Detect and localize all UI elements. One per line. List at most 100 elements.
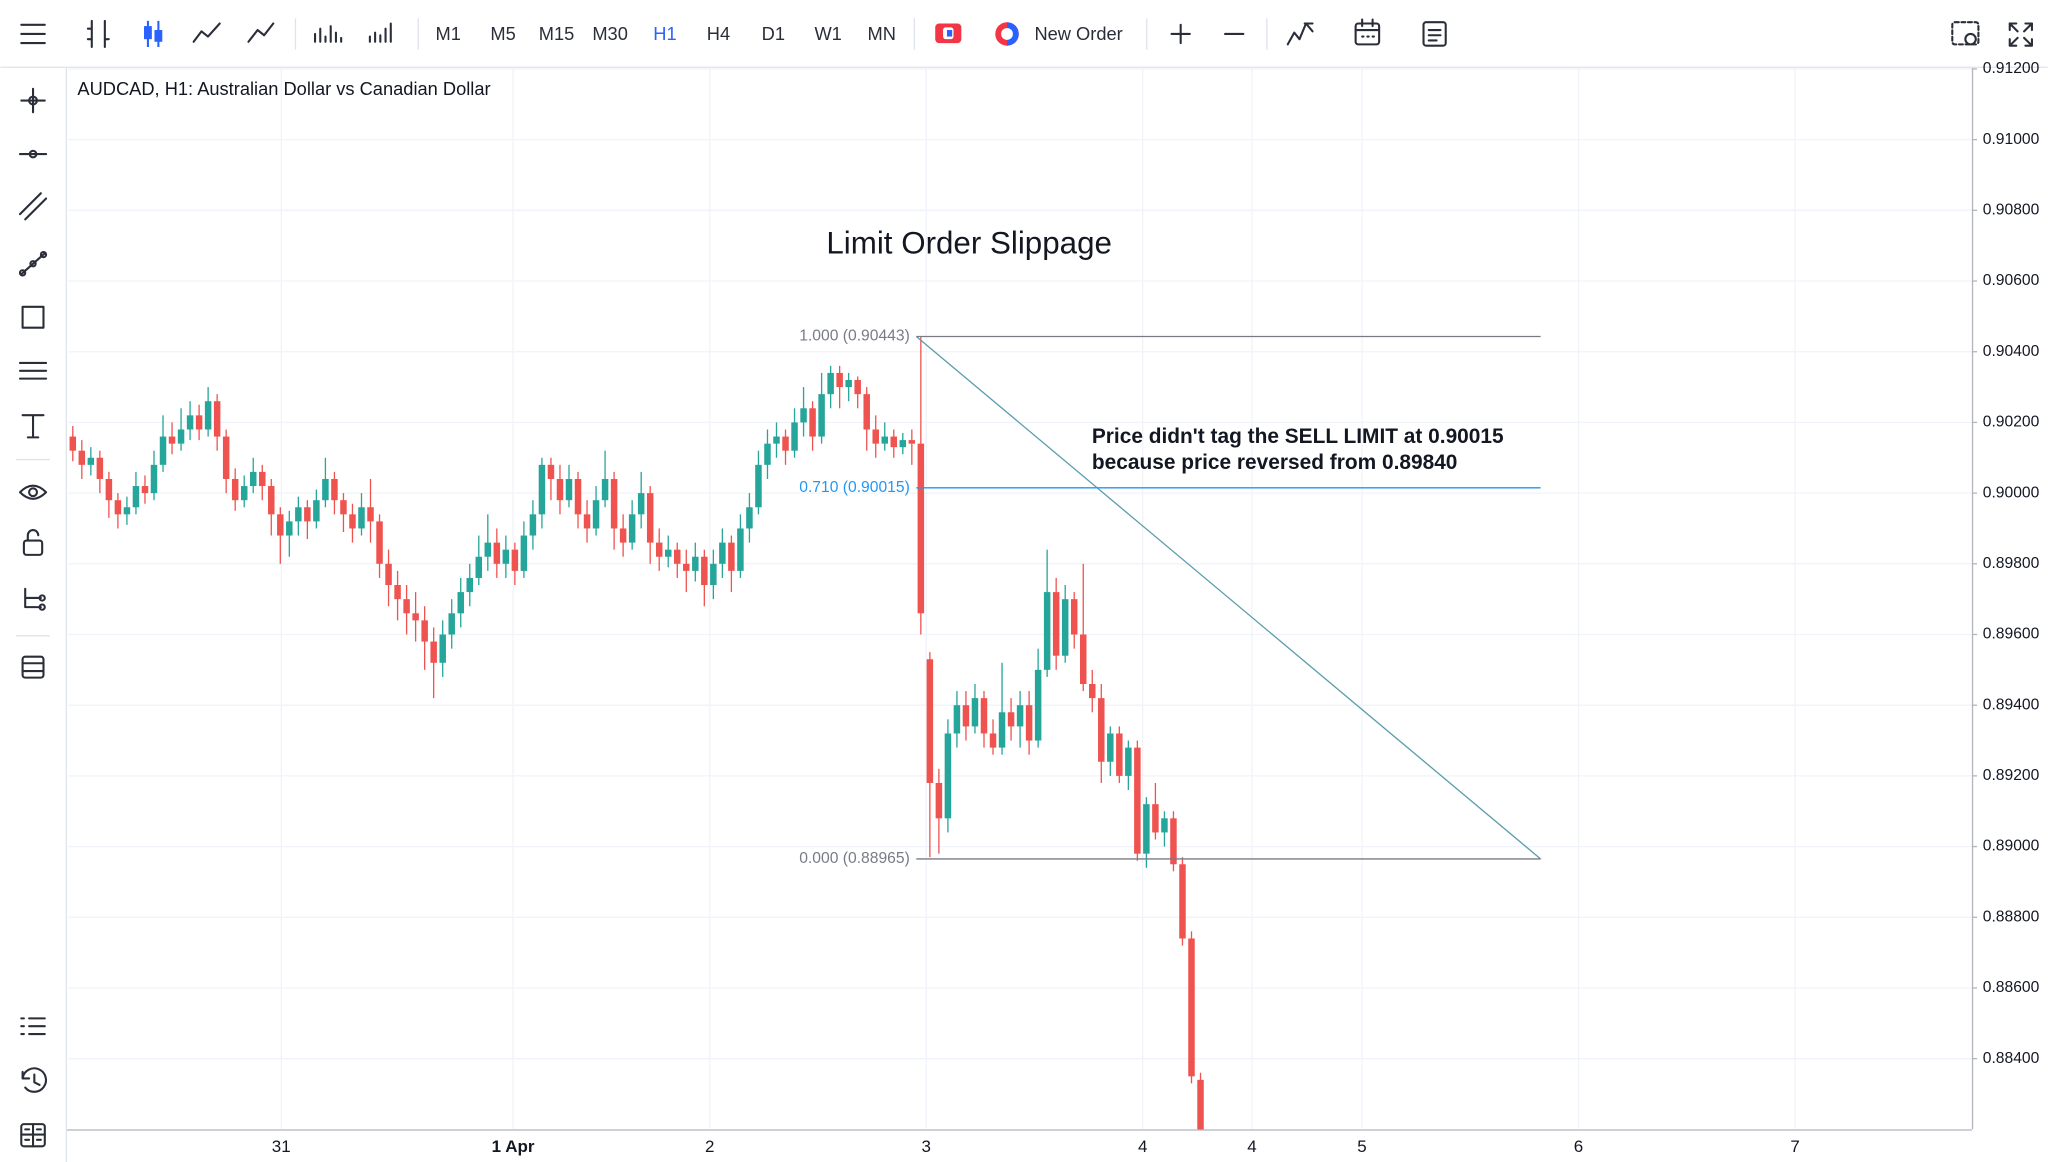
volume-button[interactable]: [314, 25, 343, 43]
layers-tool[interactable]: [21, 655, 45, 679]
candle-body: [944, 733, 952, 819]
candle-body: [917, 443, 925, 614]
x-tick-label: 4: [1138, 1137, 1147, 1156]
horizontal-line-tool[interactable]: [18, 149, 48, 159]
candle-body: [755, 464, 762, 508]
trend-line-tool[interactable]: [18, 250, 48, 277]
screenshot-button[interactable]: [1951, 21, 1980, 46]
object-tree-tool[interactable]: [24, 587, 46, 611]
y-tick-label: 0.89400: [1983, 696, 2040, 713]
fib-trend-line: [915, 336, 1542, 860]
candle-body: [331, 478, 338, 501]
timeframe-button[interactable]: M15: [539, 23, 575, 44]
shape-tool[interactable]: [21, 305, 45, 329]
timeframe-button[interactable]: H1: [653, 23, 676, 44]
trade-button[interactable]: [935, 23, 962, 44]
zoom-in-button[interactable]: [1170, 23, 1191, 45]
candle-body: [457, 592, 464, 614]
candle-body: [295, 507, 302, 522]
candle-body: [213, 401, 221, 437]
timeframe-group: M1 M5 M15 M30 H1 H4 D1 W1 MN: [436, 23, 896, 44]
candle-body: [502, 549, 510, 564]
candle-body: [249, 471, 257, 487]
candle-body: [186, 415, 194, 430]
candle-body: [430, 641, 437, 663]
candle-body: [926, 659, 934, 783]
timeframe-button[interactable]: MN: [867, 23, 895, 44]
candle-body: [177, 429, 185, 444]
candle-body: [349, 514, 356, 529]
calculator-button[interactable]: [20, 1123, 46, 1148]
candle-body: [1052, 592, 1060, 656]
fullscreen-button[interactable]: [2008, 22, 2033, 47]
candle-body: [845, 380, 852, 388]
indicators-button[interactable]: [1286, 22, 1314, 46]
channel-tool[interactable]: [18, 192, 48, 221]
timeframe-button[interactable]: M5: [490, 23, 515, 44]
calendar-button[interactable]: [1354, 18, 1381, 46]
candle-body: [547, 464, 555, 479]
candle-body: [222, 436, 230, 479]
timeframe-button[interactable]: H4: [707, 23, 730, 44]
candle-body: [367, 507, 374, 522]
crosshair-tool[interactable]: [20, 87, 46, 114]
candle-body: [123, 507, 131, 515]
candle-body: [628, 514, 636, 543]
candle-body: [1016, 705, 1024, 727]
candle-body: [1197, 1079, 1204, 1130]
candle-body: [574, 478, 582, 515]
candle-body: [69, 436, 77, 451]
timeframe-button[interactable]: M30: [592, 23, 628, 44]
candle-body: [1188, 938, 1195, 1077]
y-tick-label: 0.91200: [1983, 60, 2040, 77]
candle-body: [240, 486, 248, 501]
candle-body: [592, 500, 600, 529]
notes-button[interactable]: [1422, 21, 1447, 47]
candle-body: [114, 500, 122, 515]
menu-button[interactable]: [20, 23, 46, 45]
volume-ticks-button[interactable]: [368, 22, 392, 43]
x-tick-label: 1 Apr: [492, 1137, 535, 1156]
candle-body: [764, 443, 771, 465]
bar-chart-button[interactable]: [86, 19, 110, 49]
timeframe-button[interactable]: W1: [814, 23, 841, 44]
line-chart-button[interactable]: [192, 22, 221, 43]
candle-body: [935, 782, 943, 819]
candle-body: [971, 698, 979, 727]
new-order-label[interactable]: New Order: [1034, 23, 1122, 44]
fib-level-label: 1.000 (0.90443): [799, 328, 910, 345]
candle-body: [800, 408, 807, 423]
y-tick-label: 0.90600: [1983, 272, 2040, 289]
history-button[interactable]: [21, 1067, 47, 1093]
fib-tool[interactable]: [18, 361, 48, 380]
candle-body: [655, 542, 663, 557]
plot-area: 1.000 (0.90443) 0.710 (0.90015) 0.000 (0.8…: [69, 328, 1542, 1130]
candle-body: [1007, 712, 1015, 727]
candle-body: [1098, 698, 1105, 762]
candle-body: [268, 486, 275, 515]
candle-body: [872, 429, 879, 444]
y-tick-label: 0.89600: [1983, 626, 2040, 643]
candle-body: [385, 563, 392, 586]
candle-body: [1034, 669, 1042, 741]
candle-body: [105, 478, 113, 501]
new-order-icon[interactable]: [995, 22, 1019, 46]
candle-body: [809, 408, 816, 437]
timeframe-button[interactable]: D1: [762, 23, 785, 44]
candle-body: [836, 372, 843, 388]
candle-body: [710, 563, 717, 586]
fib-level-label: 0.710 (0.90015): [799, 479, 910, 496]
lock-tool[interactable]: [22, 529, 44, 556]
area-chart-button[interactable]: [247, 22, 275, 43]
timeframe-button[interactable]: M1: [436, 23, 461, 44]
candle-body: [1043, 592, 1051, 670]
list-button[interactable]: [20, 1017, 46, 1036]
visibility-tool[interactable]: [18, 484, 48, 500]
annotation-line: because price reversed from 0.89840: [1092, 451, 1458, 474]
candle-body: [412, 613, 419, 621]
candle-body: [1107, 733, 1114, 762]
candle-body: [737, 528, 744, 571]
candle-chart-button[interactable]: [144, 20, 163, 48]
candle-body: [646, 493, 654, 543]
text-tool[interactable]: [21, 414, 45, 439]
